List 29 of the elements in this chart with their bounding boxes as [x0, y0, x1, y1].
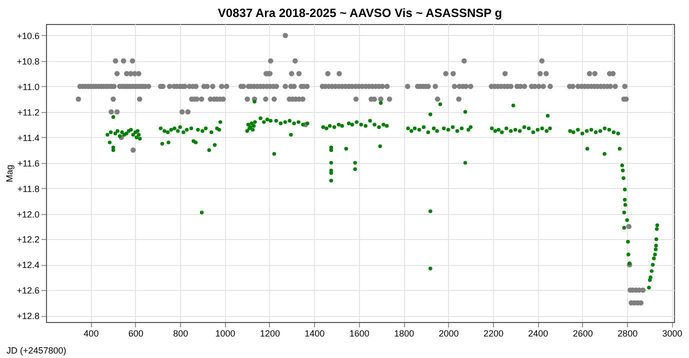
x-tick-label: 2400 [528, 328, 548, 338]
x-tick-label: 2800 [618, 328, 638, 338]
x-tick-label: 1400 [304, 328, 325, 338]
y-tick-label: +12.8 [16, 311, 40, 322]
y-tick-label: +12.4 [16, 260, 40, 270]
x-tick-label: 1600 [349, 328, 370, 338]
y-tick-label: +11.0 [17, 82, 40, 92]
x-tick-label: 3000 [662, 328, 682, 338]
x-tick-label: 2200 [483, 328, 504, 338]
chart-title: V0837 Ara 2018-2025 ~ AAVSO Vis ~ ASASSNSP g [218, 6, 502, 20]
y-tick-label: +11.8 [17, 184, 40, 194]
x-tick-label: 1200 [260, 328, 280, 338]
y-tick-label: +12.0 [16, 209, 40, 220]
x-tick-label: 2000 [438, 328, 459, 338]
x-tick-label: 800 [173, 328, 188, 338]
y-tick-label: +10.8 [16, 56, 40, 66]
y-tick-label: +11.4 [17, 132, 40, 143]
y-tick-label: +11.6 [17, 158, 40, 168]
y-tick-label: +10.6 [16, 30, 40, 41]
x-tick-label: 600 [128, 328, 144, 338]
x-tick-label: 1800 [394, 328, 414, 338]
y-tick-label: +12.2 [16, 234, 40, 245]
y-tick-label: +11.2 [17, 107, 40, 118]
y-tick-label: +12.6 [16, 286, 40, 296]
y-axis-title: Mag [4, 164, 15, 182]
x-tick-label: 400 [84, 328, 99, 338]
x-axis-title: JD (+2457800) [6, 346, 66, 356]
x-tick-label: 1000 [215, 328, 236, 338]
x-tick-label: 2600 [572, 328, 593, 338]
